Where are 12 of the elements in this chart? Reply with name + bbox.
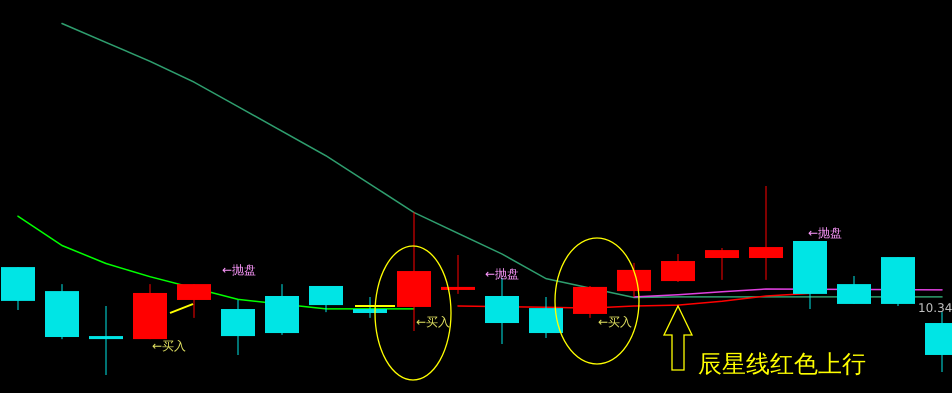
candlestick <box>353 296 387 318</box>
annotation: 10.34 <box>918 301 952 315</box>
candlestick <box>89 306 123 376</box>
annotation: ←买入 <box>416 315 450 329</box>
annotation: ←买入 <box>598 315 632 329</box>
annotation: ←抛盘 <box>485 267 520 281</box>
candlestick <box>749 186 783 280</box>
candlestick <box>441 254 475 294</box>
annotation: ←抛盘 <box>808 226 842 240</box>
annotation: 辰星线红色上行 <box>698 350 866 378</box>
annotation: ←抛盘 <box>222 263 256 277</box>
annotation: ←买入 <box>152 339 186 353</box>
